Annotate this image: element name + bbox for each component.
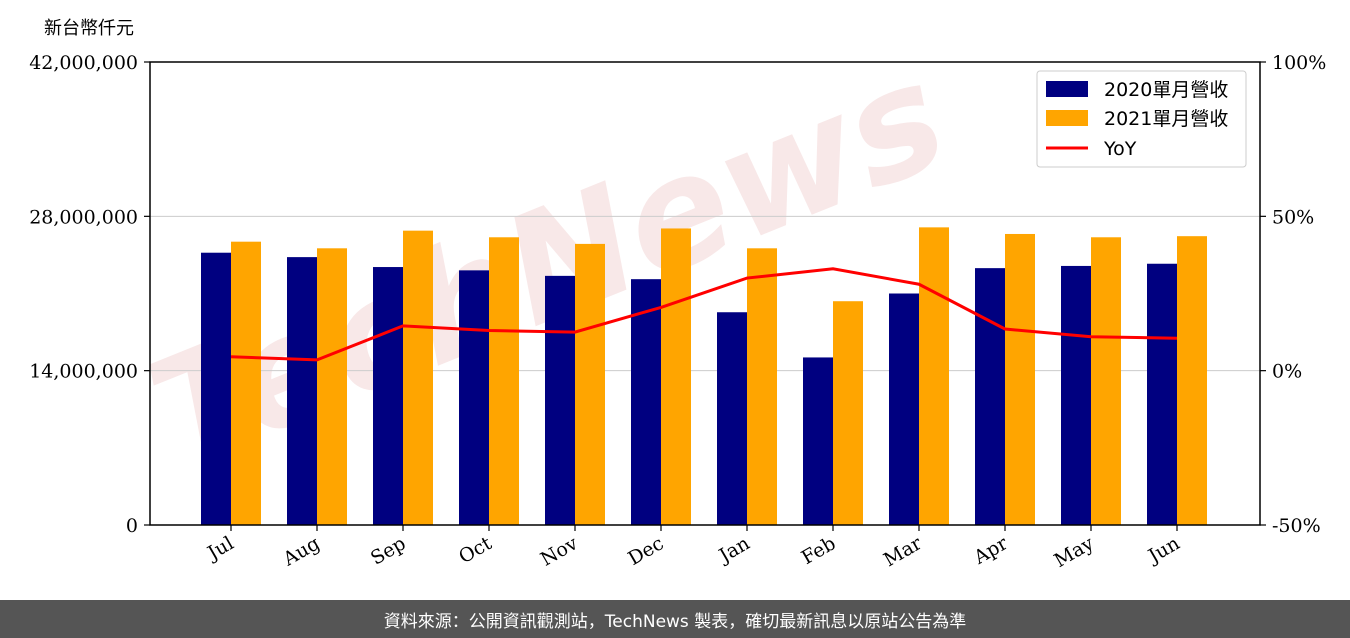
source-footer: 資料來源：公開資訊觀測站，TechNews 製表，確切最新訊息以原站公告為準 <box>0 600 1350 638</box>
bar-2021-oct <box>489 237 519 525</box>
bar-2020-jun <box>1147 263 1177 525</box>
category-label-apr: Apr <box>969 532 1012 569</box>
category-label-sep: Sep <box>367 532 410 569</box>
category-label-jan: Jan <box>714 532 754 568</box>
bar-2021-sep <box>403 230 433 525</box>
right-axis-tick-label: -50% <box>1272 515 1321 537</box>
bar-2021-jul <box>231 241 261 525</box>
category-label-jun: Jun <box>1143 532 1184 568</box>
right-axis-tick-label: 100% <box>1272 52 1326 74</box>
legend-label-1: 2021單月營收 <box>1104 108 1228 130</box>
bar-2021-apr <box>1005 233 1035 525</box>
left-axis-tick-label: 0 <box>126 515 138 537</box>
bar-2020-feb <box>803 357 833 525</box>
category-label-nov: Nov <box>537 532 582 571</box>
bar-2020-sep <box>373 267 403 525</box>
legend-swatch-1 <box>1046 110 1088 126</box>
legend-box <box>1036 70 1247 168</box>
category-label-feb: Feb <box>798 532 840 569</box>
left-axis-tick-label: 28,000,000 <box>29 206 138 228</box>
right-axis-tick-label: 0% <box>1272 361 1302 383</box>
category-label-jul: Jul <box>202 532 237 565</box>
bar-2021-aug <box>317 248 347 526</box>
bar-2021-mar <box>919 227 949 525</box>
left-axis-unit-label: 新台幣仟元 <box>44 18 134 39</box>
category-label-dec: Dec <box>624 532 667 570</box>
plot-frame <box>149 61 1261 526</box>
bar-2020-oct <box>459 270 489 525</box>
legend-label-2: YoY <box>1103 138 1137 160</box>
bar-2021-dec <box>661 228 691 525</box>
bar-2020-mar <box>889 293 919 525</box>
bar-2020-nov <box>545 275 575 525</box>
category-label-mar: Mar <box>880 532 926 571</box>
revenue-chart: TechNews014,000,00028,000,00042,000,000-… <box>29 18 1326 572</box>
bar-2021-may <box>1091 237 1121 525</box>
bar-2020-jan <box>717 312 747 525</box>
category-label-aug: Aug <box>279 532 324 571</box>
left-axis-tick-label: 14,000,000 <box>29 361 138 383</box>
bar-2020-jul <box>201 252 231 525</box>
legend-swatch-0 <box>1046 81 1088 97</box>
category-label-oct: Oct <box>455 532 496 568</box>
right-axis-tick-label: 50% <box>1272 206 1314 228</box>
bar-2021-nov <box>575 243 605 525</box>
bar-2021-jun <box>1177 236 1207 525</box>
legend-label-0: 2020單月營收 <box>1104 79 1228 101</box>
bar-2020-may <box>1061 265 1091 525</box>
category-label-may: May <box>1051 532 1098 572</box>
bar-2020-aug <box>287 257 317 525</box>
legend: 2020單月營收 2021單月營收 YoY <box>1036 70 1247 168</box>
left-axis-tick-label: 42,000,000 <box>29 52 138 74</box>
yoy-line <box>230 267 1178 362</box>
bar-2021-jan <box>747 248 777 526</box>
bar-2021-feb <box>833 301 863 525</box>
bar-2020-dec <box>631 279 661 525</box>
bar-2020-apr <box>975 268 1005 525</box>
source-footer-text: 資料來源：公開資訊觀測站，TechNews 製表，確切最新訊息以原站公告為準 <box>383 611 967 632</box>
